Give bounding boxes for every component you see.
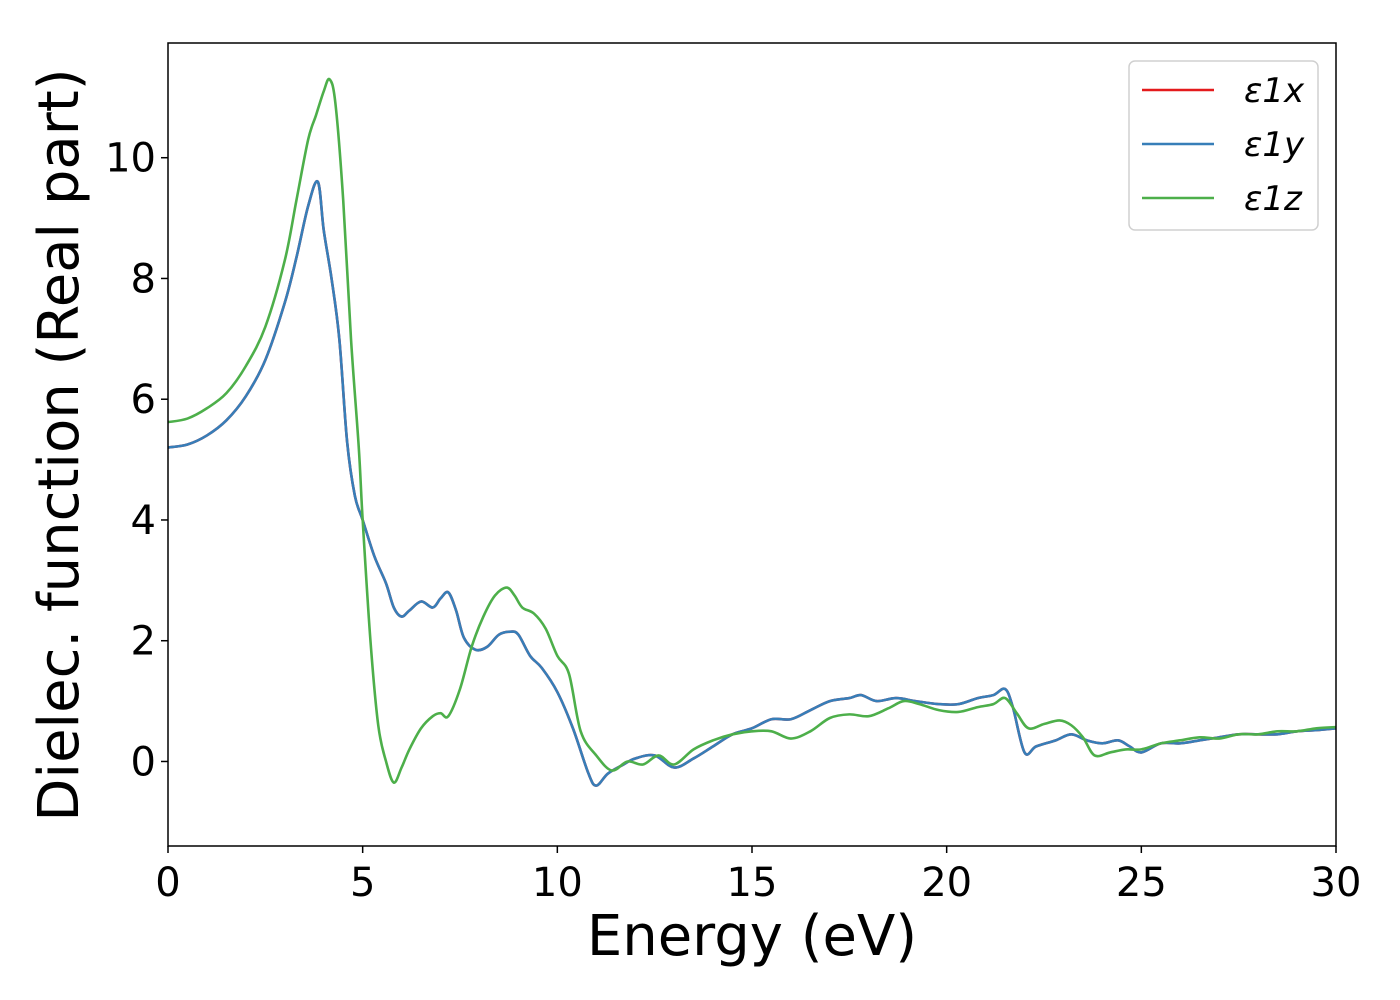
y-tick-label: 0 — [131, 739, 156, 785]
x-tick-label: 20 — [921, 860, 972, 906]
legend-label: ε1x — [1244, 71, 1305, 111]
legend-entries: ε1x ε1y ε1z — [1142, 71, 1305, 219]
series-line-2 — [168, 77, 1336, 784]
y-tick-label: 4 — [131, 498, 156, 544]
x-tick-label: 25 — [1116, 860, 1167, 906]
y-tick-label: 2 — [131, 619, 156, 665]
y-tick-label: 6 — [131, 377, 156, 423]
y-axis-ticks: 0 2 4 6 8 10 — [105, 136, 168, 785]
x-tick-label: 5 — [350, 860, 375, 906]
x-axis-ticks: 0 5 10 15 20 25 30 — [155, 846, 1361, 906]
legend-box — [1128, 60, 1319, 231]
plot-frame — [167, 42, 1337, 847]
legend: ε1x ε1y ε1z — [1128, 60, 1319, 231]
series-line-0 — [168, 179, 1336, 787]
x-tick-label: 0 — [155, 860, 180, 906]
x-tick-label: 10 — [532, 860, 583, 906]
x-tick-label: 15 — [727, 860, 778, 906]
x-axis-title: Energy (eV) — [587, 904, 917, 969]
series-layer — [168, 77, 1336, 787]
legend-label: ε1y — [1244, 125, 1305, 165]
x-tick-label: 30 — [1311, 860, 1362, 906]
series-line-1 — [168, 179, 1336, 787]
y-tick-label: 10 — [105, 136, 156, 182]
y-axis-title: Dielec. function (Real part) — [27, 68, 92, 821]
y-tick-label: 8 — [131, 256, 156, 302]
legend-label: ε1z — [1244, 179, 1303, 219]
